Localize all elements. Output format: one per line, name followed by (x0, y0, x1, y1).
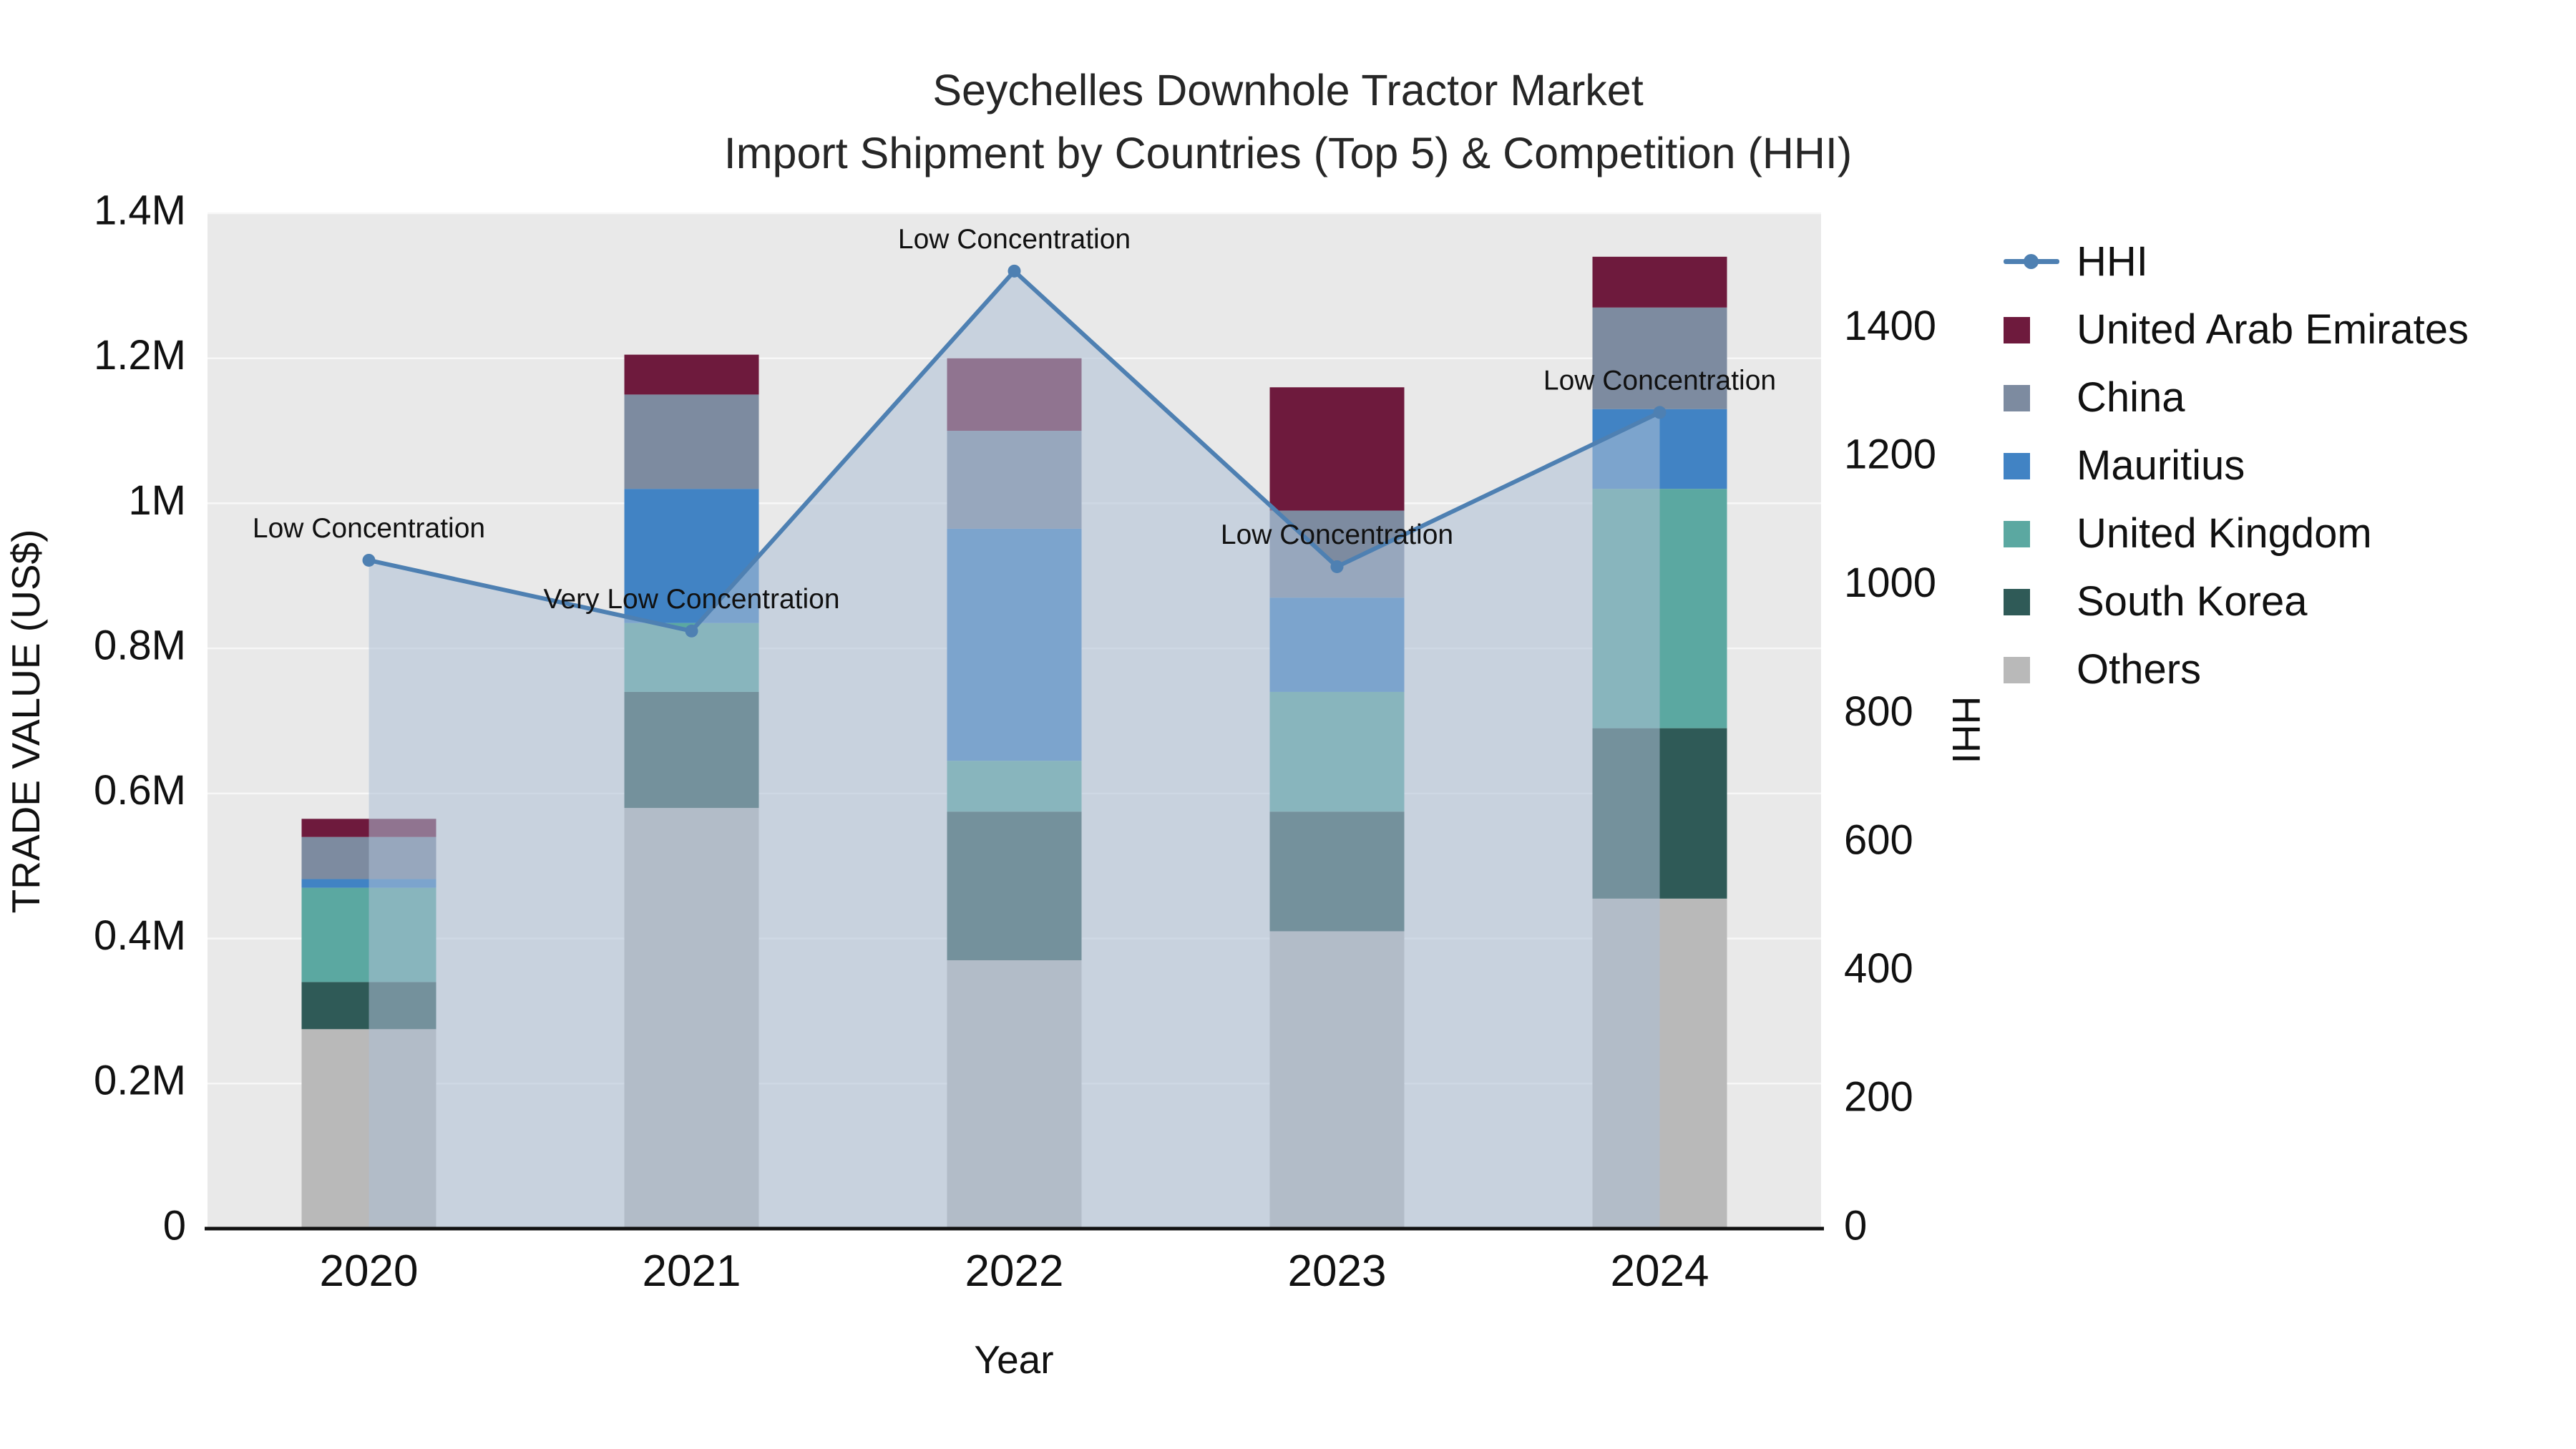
legend-swatch-icon (2004, 655, 2059, 684)
x-tick-label-2023: 2023 (1288, 1246, 1387, 1296)
y-right-tick-label: 600 (1844, 816, 1913, 863)
legend-swatch-icon (2004, 316, 2059, 344)
legend-swatch-icon (2004, 587, 2059, 616)
hhi-marker-2023[interactable] (1330, 560, 1344, 573)
y-right-tick-label: 0 (1844, 1202, 1867, 1249)
legend-label-united-kingdom: United Kingdom (2077, 510, 2372, 557)
hhi-marker-2021[interactable] (685, 624, 698, 638)
chart-title-line1: Seychelles Downhole Tractor Market (932, 66, 1644, 114)
legend: HHI United Arab Emirates China Mauritius Uni… (2004, 228, 2469, 703)
x-tick-label-2024: 2024 (1611, 1246, 1709, 1296)
legend-item-mauritius[interactable]: Mauritius (2004, 431, 2469, 499)
y-right-tick-label: 1000 (1844, 560, 1936, 606)
legend-item-united-kingdom[interactable]: United Kingdom (2004, 499, 2469, 567)
legend-label-united-arab-emirates: United Arab Emirates (2077, 306, 2469, 353)
y-axis-title-left: TRADE VALUE (US$) (4, 529, 48, 914)
legend-swatch-icon (2004, 384, 2059, 412)
y-right-tick-label: 1400 (1844, 303, 1936, 349)
legend-item-china[interactable]: China (2004, 364, 2469, 431)
legend-swatch-icon (2004, 452, 2059, 480)
hhi-marker-2022[interactable] (1008, 264, 1021, 278)
annotation-very-low-concentration-2021: Very Low Concentration (543, 584, 839, 615)
hhi-marker-2020[interactable] (362, 553, 376, 567)
y-left-tick-label: 1.4M (94, 187, 186, 233)
y-right-tick-label: 1200 (1844, 431, 1936, 478)
x-tick-label-2020: 2020 (320, 1246, 419, 1296)
chart-title-line2: Import Shipment by Countries (Top 5) & C… (723, 129, 1853, 178)
legend-label-hhi: HHI (2077, 238, 2148, 285)
legend-swatch-icon (2004, 519, 2059, 548)
y-right-tick-label: 400 (1844, 945, 1913, 992)
legend-item-others[interactable]: Others (2004, 635, 2469, 703)
x-tick-label-2022: 2022 (965, 1246, 1064, 1296)
hhi-marker-2024[interactable] (1653, 406, 1667, 419)
legend-label-mauritius: Mauritius (2077, 442, 2245, 489)
bar-segment-united-arab-emirates-2024[interactable] (1592, 256, 1727, 308)
legend-item-hhi[interactable]: HHI (2004, 228, 2469, 296)
y-left-tick-label: 0.2M (94, 1058, 186, 1104)
y-left-tick-label: 0.8M (94, 622, 186, 668)
bar-segment-china-2021[interactable] (624, 394, 759, 489)
hhi-area-fill (369, 270, 1660, 1229)
chart-title: Seychelles Downhole Tractor Market Impor… (0, 59, 2576, 185)
bar-segment-united-arab-emirates-2023[interactable] (1269, 387, 1405, 511)
annotation-low-concentration-2022: Low Concentration (898, 224, 1131, 255)
legend-label-others: Others (2077, 646, 2202, 693)
legend-line-icon (2004, 248, 2059, 276)
y-right-tick-label: 800 (1844, 688, 1913, 735)
x-tick-label-2021: 2021 (643, 1246, 741, 1296)
legend-item-south-korea[interactable]: South Korea (2004, 567, 2469, 635)
y-axis-title-right: HHI (1944, 696, 1989, 764)
y-right-tick-label: 200 (1844, 1074, 1913, 1121)
annotation-low-concentration-2020: Low Concentration (253, 513, 485, 544)
bar-segment-united-arab-emirates-2021[interactable] (624, 354, 759, 395)
y-left-tick-label: 0.4M (94, 912, 186, 959)
legend-item-united-arab-emirates[interactable]: United Arab Emirates (2004, 296, 2469, 364)
annotation-low-concentration-2023: Low Concentration (1221, 519, 1453, 550)
y-left-tick-label: 0 (163, 1202, 186, 1249)
annotation-low-concentration-2024: Low Concentration (1543, 365, 1776, 396)
y-left-tick-label: 0.6M (94, 767, 186, 814)
x-axis-title: Year (974, 1337, 1054, 1382)
legend-label-south-korea: South Korea (2077, 578, 2308, 625)
bar-segment-china-2024[interactable] (1592, 307, 1727, 409)
y-left-tick-label: 1M (128, 477, 186, 524)
legend-label-china: China (2077, 374, 2185, 421)
y-left-tick-label: 1.2M (94, 332, 186, 379)
